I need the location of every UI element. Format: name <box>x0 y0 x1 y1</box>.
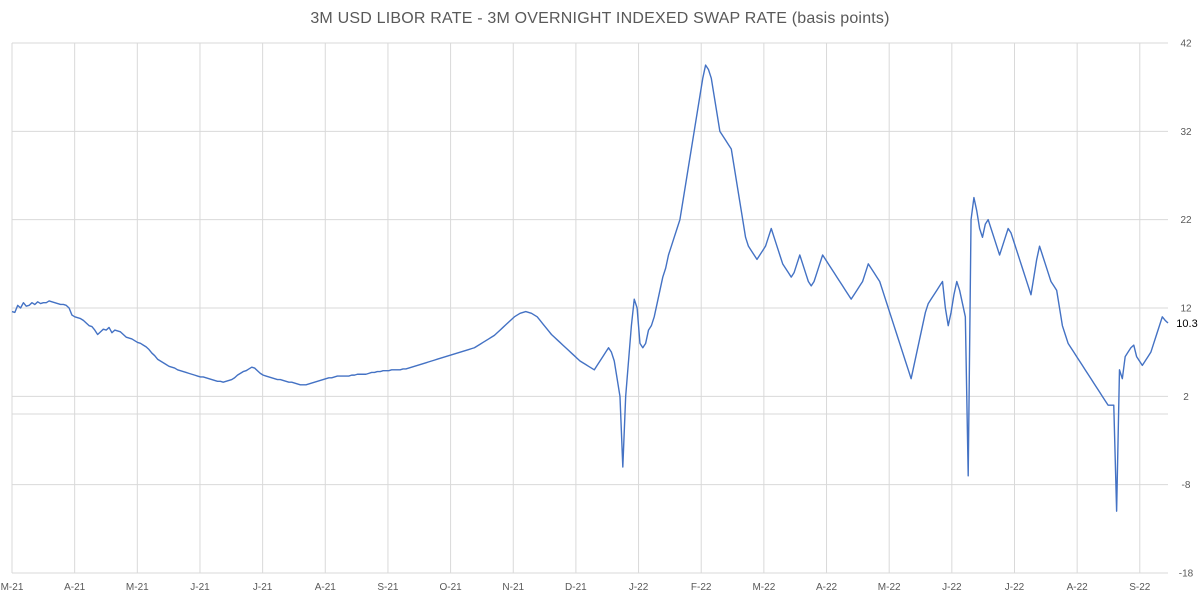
y-tick-label: -18 <box>1179 569 1194 580</box>
series-line <box>11 64 1169 512</box>
y-tick-label: -8 <box>1182 480 1191 491</box>
x-tick-label: J-21 <box>253 582 273 593</box>
x-tick-label: N-21 <box>502 582 524 593</box>
x-tick-label: A-21 <box>64 582 86 593</box>
x-tick-label: A-22 <box>816 582 838 593</box>
x-tick-label: J-22 <box>942 582 962 593</box>
last-value-label-layer: 10.3 <box>1176 318 1197 330</box>
horizontal-gridlines <box>12 42 1168 574</box>
x-tick-label: O-21 <box>439 582 462 593</box>
x-tick-label: S-21 <box>377 582 399 593</box>
x-tick-label: M-21 <box>1 582 24 593</box>
y-tick-label: 2 <box>1183 392 1189 403</box>
x-tick-label: A-21 <box>315 582 337 593</box>
x-tick-label: M-22 <box>752 582 775 593</box>
x-tick-label: J-22 <box>629 582 649 593</box>
series-layer <box>11 64 1169 512</box>
y-tick-label: 12 <box>1180 304 1192 315</box>
x-tick-label: F-22 <box>691 582 712 593</box>
y-axis-tick-labels: 42 32 22 12 2 -8 -18 <box>1179 39 1194 580</box>
x-axis-tick-labels: M-21 A-21 M-21 J-21 J-21 A-21 S-21 O-21 N-21 D-21… <box>1 582 1151 593</box>
y-tick-label: 42 <box>1180 39 1192 50</box>
x-tick-label: A-22 <box>1067 582 1089 593</box>
x-tick-label: D-21 <box>565 582 587 593</box>
x-tick-label: M-22 <box>878 582 901 593</box>
x-tick-label: M-21 <box>126 582 149 593</box>
x-tick-label: J-21 <box>190 582 210 593</box>
x-tick-label: S-22 <box>1129 582 1151 593</box>
y-tick-label: 32 <box>1180 127 1192 138</box>
x-tick-label: J-22 <box>1005 582 1025 593</box>
chart-title: 3M USD LIBOR RATE - 3M OVERNIGHT INDEXED… <box>310 10 890 27</box>
last-value-label: 10.3 <box>1176 318 1197 330</box>
vertical-gridlines <box>11 43 1141 573</box>
y-tick-label: 22 <box>1180 215 1192 226</box>
